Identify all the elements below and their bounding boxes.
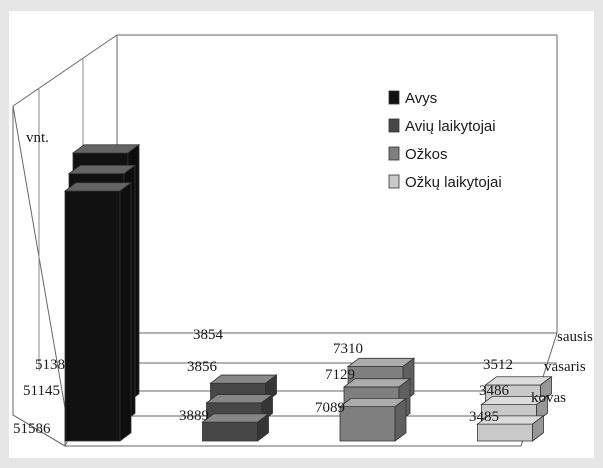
floor-left-edge — [12, 414, 66, 447]
value-label-0-2: 51586 — [13, 421, 51, 437]
value-label-1-2: 3889 — [179, 408, 209, 424]
bar-o-k-laikytojai-kovas — [476, 415, 545, 442]
wall-edge-top — [12, 34, 118, 107]
legend-swatch — [388, 146, 400, 161]
legend-swatch — [388, 90, 400, 105]
legend-label: Avys — [405, 90, 437, 107]
value-label-2-2: 7089 — [315, 400, 345, 416]
value-label-0-1: 51145 — [23, 383, 60, 399]
legend-swatch — [388, 174, 400, 189]
value-label-1-0: 3854 — [193, 327, 224, 343]
value-label-3-0: 3512 — [483, 357, 513, 373]
category-label-vasaris: vasaris — [544, 359, 586, 375]
bars-layer — [63, 143, 553, 442]
chart-walls — [12, 34, 558, 447]
legend-label: Avių laikytojai — [405, 118, 496, 135]
bar-avys-kovas — [63, 181, 133, 442]
legend-item-1: Avių laikytojai — [388, 118, 496, 135]
chart-frame: 51586 51145 5138 3889 3856 3854 7089 7129 7310 34… — [9, 11, 594, 458]
value-label-3-1: 3486 — [479, 383, 510, 399]
bar-avi-laikytojai-kovas — [201, 413, 270, 442]
value-labels: 51586 51145 5138 3889 3856 3854 7089 7129 7310 34… — [13, 327, 513, 437]
value-label-0-0: 5138 — [35, 357, 65, 373]
legend-item-3: Ožkų laikytojai — [388, 174, 502, 191]
category-label-kovas: kovas — [531, 390, 566, 406]
y-axis-label: vnt. — [26, 130, 49, 146]
category-labels: sausis vasaris kovas — [531, 329, 593, 406]
value-label-3-2: 3485 — [469, 409, 499, 425]
value-label-1-1: 3856 — [187, 359, 218, 375]
value-label-2-1: 7129 — [325, 367, 355, 383]
bar-o-kos-kovas — [338, 397, 408, 442]
legend-item-2: Ožkos — [388, 146, 448, 163]
category-label-sausis: sausis — [557, 329, 593, 345]
legend-swatch — [388, 118, 400, 133]
value-label-2-0: 7310 — [333, 341, 363, 357]
legend: Avys Avių laikytojai Ožkos Ožkų laikytojai — [388, 90, 502, 191]
legend-label: Ožkos — [405, 146, 448, 163]
bar-chart-3d: 51586 51145 5138 3889 3856 3854 7089 7129 7310 34… — [12, 34, 593, 447]
legend-item-0: Avys — [388, 90, 437, 107]
legend-label: Ožkų laikytojai — [405, 174, 502, 191]
